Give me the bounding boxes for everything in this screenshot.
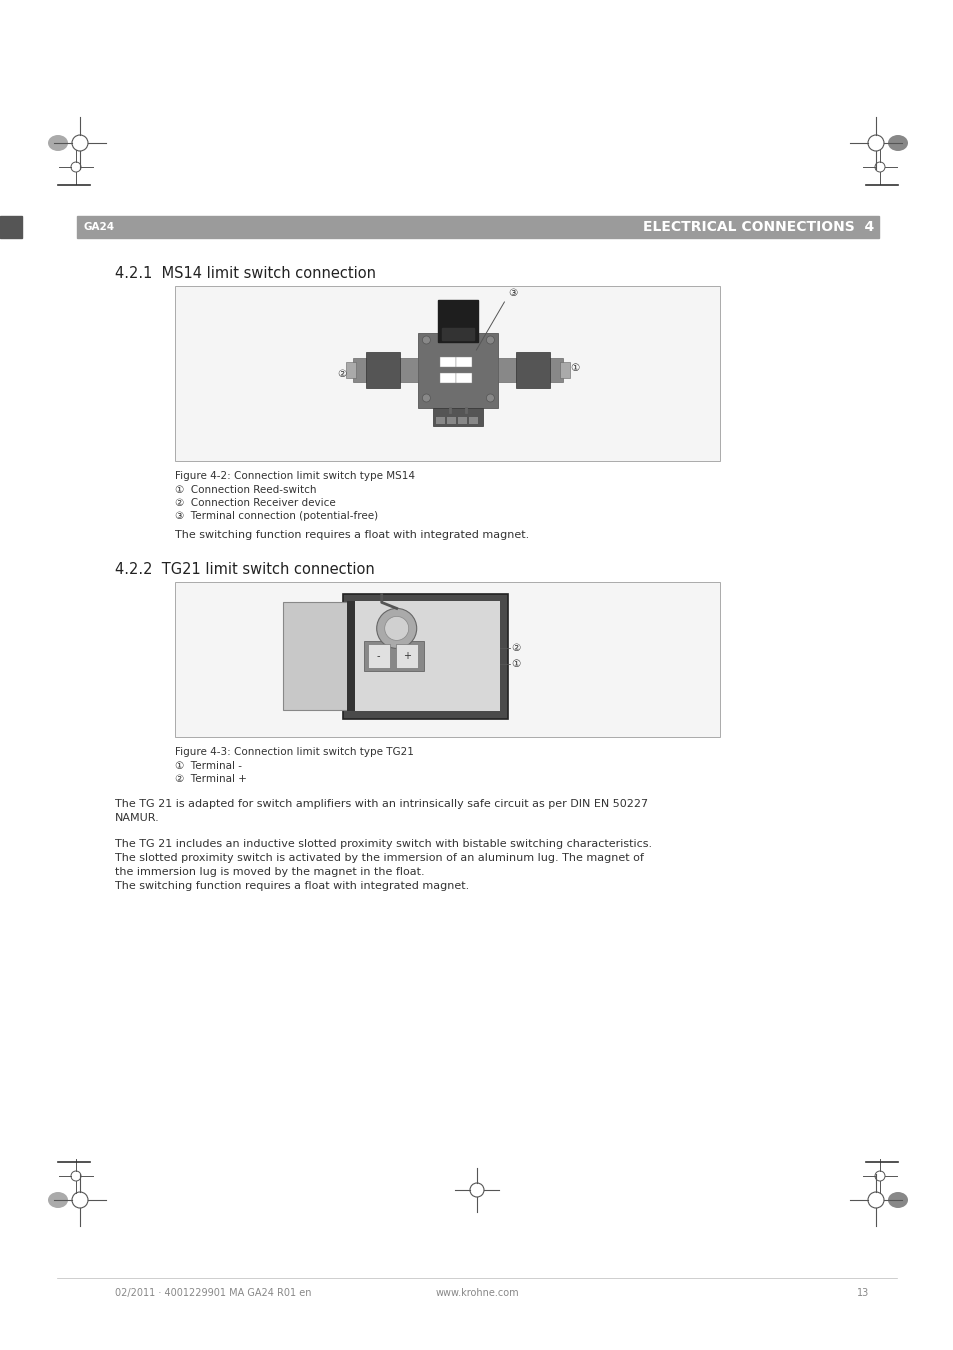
Bar: [0, 216, 22, 238]
Bar: [346, 601, 355, 711]
Circle shape: [384, 617, 408, 640]
Bar: [346, 362, 356, 378]
Bar: [559, 362, 570, 378]
Bar: [433, 408, 483, 425]
Text: ①: ①: [570, 363, 579, 373]
Text: ②: ②: [336, 369, 346, 379]
Text: www.krohne.com: www.krohne.com: [435, 1288, 518, 1297]
Ellipse shape: [887, 1192, 907, 1208]
Bar: [366, 352, 400, 387]
Bar: [395, 644, 417, 668]
Text: GA24: GA24: [84, 221, 115, 232]
Text: The TG 21 is adapted for switch amplifiers with an intrinsically safe circuit as: The TG 21 is adapted for switch amplifie…: [115, 799, 647, 824]
Bar: [440, 356, 456, 367]
Bar: [456, 373, 472, 383]
Bar: [77, 216, 878, 238]
Text: ELECTRICAL CONNECTIONS  4: ELECTRICAL CONNECTIONS 4: [642, 220, 873, 234]
Text: Figure 4-2: Connection limit switch type MS14: Figure 4-2: Connection limit switch type…: [174, 471, 415, 481]
Text: 4.2.2  TG21 limit switch connection: 4.2.2 TG21 limit switch connection: [115, 562, 375, 576]
Bar: [456, 356, 472, 367]
Bar: [447, 417, 456, 424]
Text: 13: 13: [856, 1288, 868, 1297]
Circle shape: [376, 609, 416, 648]
Text: ③: ③: [508, 288, 517, 298]
Text: ②  Terminal +: ② Terminal +: [174, 774, 247, 784]
Bar: [516, 352, 550, 387]
Bar: [438, 300, 477, 342]
Ellipse shape: [48, 1192, 68, 1208]
Text: ②: ②: [511, 644, 520, 653]
Bar: [469, 417, 477, 424]
Bar: [458, 417, 467, 424]
Text: The switching function requires a float with integrated magnet.: The switching function requires a float …: [174, 531, 529, 540]
Bar: [367, 644, 389, 668]
Bar: [343, 594, 508, 720]
Bar: [353, 358, 418, 382]
Text: ①: ①: [511, 659, 520, 670]
Bar: [436, 417, 445, 424]
Text: +: +: [402, 652, 411, 662]
Text: 4.2.1  MS14 limit switch connection: 4.2.1 MS14 limit switch connection: [115, 266, 375, 281]
Ellipse shape: [887, 135, 907, 151]
Text: 02/2011 · 4001229901 MA GA24 R01 en: 02/2011 · 4001229901 MA GA24 R01 en: [115, 1288, 312, 1297]
Text: -: -: [376, 652, 380, 662]
Text: Figure 4-3: Connection limit switch type TG21: Figure 4-3: Connection limit switch type…: [174, 747, 414, 757]
Bar: [440, 373, 456, 383]
Bar: [174, 582, 720, 737]
Bar: [363, 641, 423, 671]
Ellipse shape: [48, 135, 68, 151]
Bar: [174, 286, 720, 460]
Text: ①  Terminal -: ① Terminal -: [174, 761, 242, 771]
Bar: [497, 358, 563, 382]
Circle shape: [422, 336, 430, 344]
Bar: [283, 602, 351, 710]
Text: ①  Connection Reed-switch: ① Connection Reed-switch: [174, 485, 316, 495]
Bar: [442, 328, 474, 340]
Text: ③  Terminal connection (potential-free): ③ Terminal connection (potential-free): [174, 512, 377, 521]
Text: The TG 21 includes an inductive slotted proximity switch with bistable switching: The TG 21 includes an inductive slotted …: [115, 838, 652, 891]
Circle shape: [486, 394, 494, 402]
Circle shape: [422, 394, 430, 402]
Bar: [352, 601, 499, 711]
Circle shape: [486, 336, 494, 344]
Bar: [418, 332, 497, 408]
Text: ②  Connection Receiver device: ② Connection Receiver device: [174, 498, 335, 508]
